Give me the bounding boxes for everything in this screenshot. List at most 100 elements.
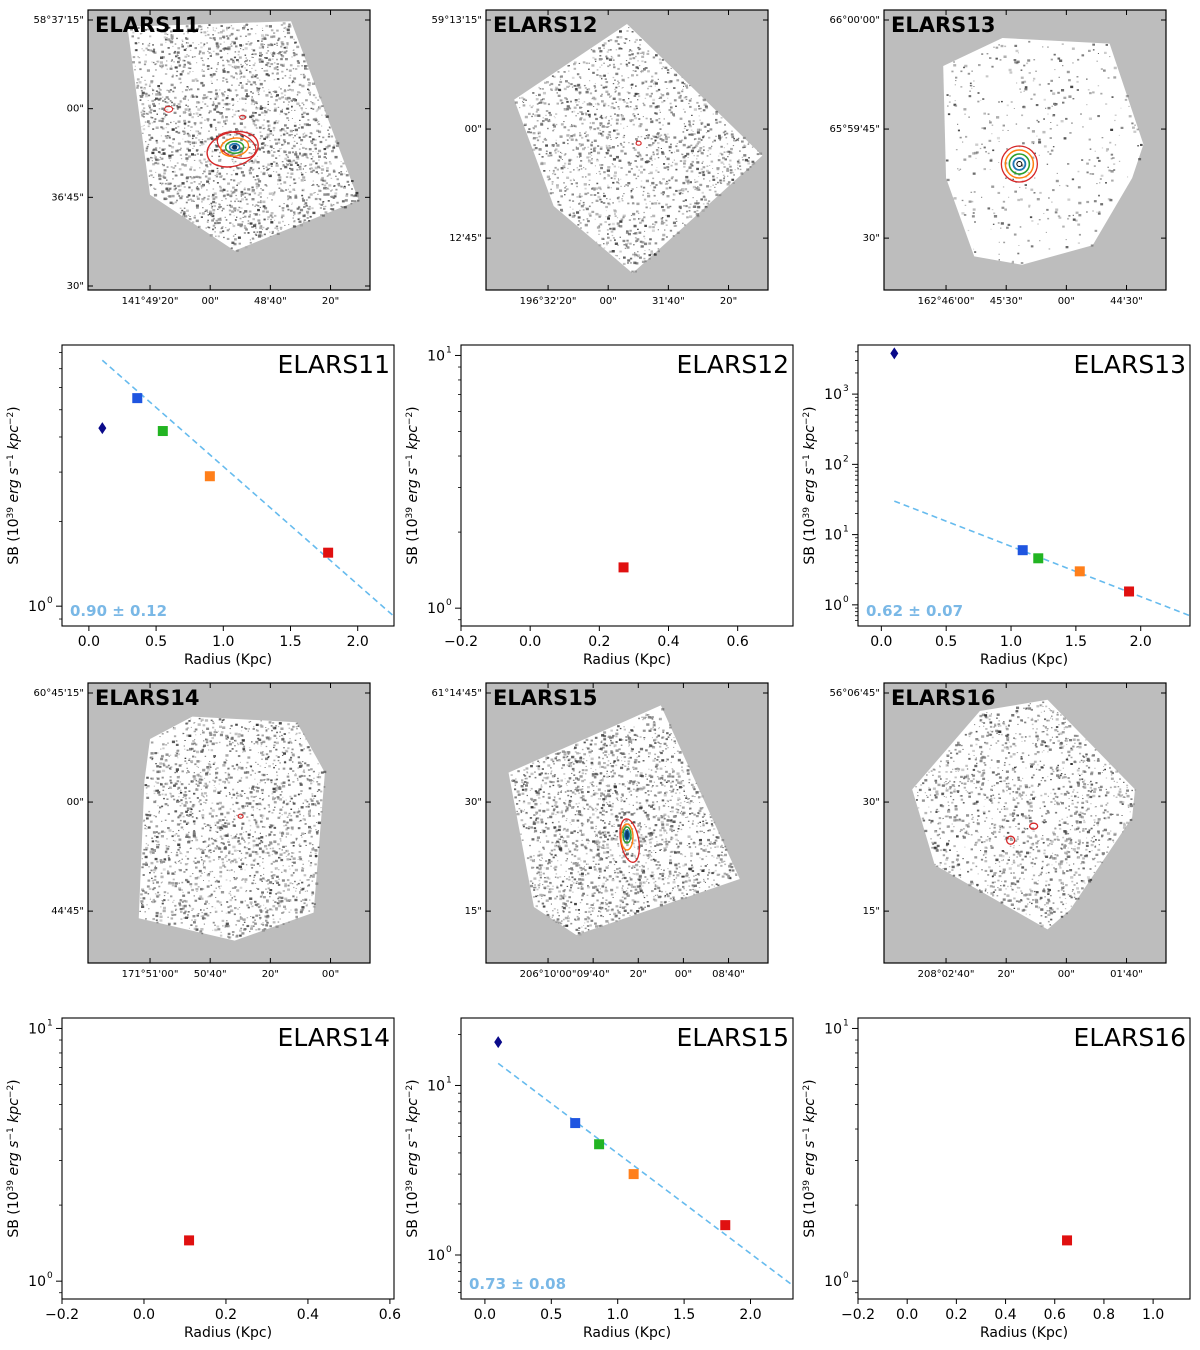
noise-pixel [623,244,625,245]
noise-pixel [661,94,664,96]
noise-pixel [277,66,279,67]
noise-pixel [190,130,191,131]
noise-pixel [254,923,257,925]
noise-pixel [659,98,660,99]
noise-pixel [142,43,144,44]
noise-pixel [614,113,616,114]
noise-pixel [1031,220,1033,222]
noise-pixel [212,871,214,872]
noise-pixel [546,153,548,154]
noise-pixel [277,39,279,41]
noise-pixel [267,216,270,218]
noise-pixel [733,182,735,184]
noise-pixel [576,147,577,148]
noise-pixel [536,109,539,111]
noise-pixel [241,72,243,73]
noise-pixel [673,136,676,138]
noise-pixel [608,120,610,122]
noise-pixel [596,159,599,161]
noise-pixel [668,169,669,170]
noise-pixel [218,62,220,63]
noise-pixel [282,128,285,130]
noise-pixel [1008,197,1009,198]
noise-pixel [305,135,307,137]
noise-pixel [263,120,264,121]
noise-pixel [234,215,235,216]
noise-pixel [584,183,587,186]
noise-pixel [144,64,146,66]
noise-pixel [1021,77,1024,79]
noise-pixel [287,32,290,34]
noise-pixel [233,170,235,171]
noise-pixel [342,200,345,202]
noise-pixel [664,134,666,136]
noise-pixel [718,135,721,137]
noise-pixel [143,126,144,127]
noise-pixel [175,201,177,203]
noise-pixel [196,196,198,198]
noise-pixel [305,833,306,834]
noise-pixel [608,49,610,50]
noise-pixel [294,213,296,215]
noise-pixel [284,64,285,65]
noise-pixel [694,133,696,135]
noise-pixel [188,155,191,157]
noise-pixel [693,131,694,132]
noise-pixel [281,41,284,43]
noise-pixel [683,166,685,168]
noise-pixel [585,114,587,116]
noise-pixel [577,156,578,157]
noise-pixel [585,132,586,133]
noise-pixel [1104,52,1107,54]
noise-pixel [573,179,574,180]
noise-pixel [253,225,256,228]
noise-pixel [323,206,324,207]
noise-pixel [576,182,579,184]
noise-pixel [239,243,241,245]
noise-pixel [296,726,298,727]
noise-pixel [282,849,283,850]
noise-pixel [1057,92,1060,94]
noise-pixel [242,174,245,176]
noise-pixel [181,158,182,159]
noise-pixel [294,141,296,142]
noise-pixel [240,181,242,182]
noise-pixel [618,108,620,109]
noise-pixel [1096,212,1098,213]
noise-pixel [656,167,657,168]
noise-pixel [284,225,285,226]
noise-pixel [264,91,265,92]
noise-pixel [547,128,549,129]
noise-pixel [157,163,159,165]
noise-pixel [717,177,718,178]
noise-pixel [213,213,215,214]
noise-pixel [295,122,296,123]
noise-pixel [1131,123,1133,125]
noise-pixel [199,194,200,195]
noise-pixel [295,151,297,153]
noise-pixel [606,126,608,128]
noise-pixel [311,158,313,160]
noise-pixel [185,154,187,156]
noise-pixel [301,174,303,176]
noise-pixel [211,203,213,204]
noise-pixel [214,822,215,823]
noise-pixel [302,116,305,118]
noise-pixel [220,813,223,816]
noise-pixel [281,791,283,792]
noise-pixel [304,214,306,215]
noise-pixel [599,58,602,61]
noise-pixel [252,112,255,114]
noise-pixel [655,72,658,74]
noise-pixel [237,743,238,744]
noise-pixel [1059,185,1060,186]
noise-pixel [1036,136,1037,137]
noise-pixel [694,147,696,149]
noise-pixel [685,85,688,87]
noise-pixel [1027,59,1030,61]
noise-pixel [203,860,206,862]
noise-pixel [559,81,562,83]
noise-pixel [299,124,301,125]
noise-pixel [572,200,574,202]
noise-pixel [275,92,277,93]
